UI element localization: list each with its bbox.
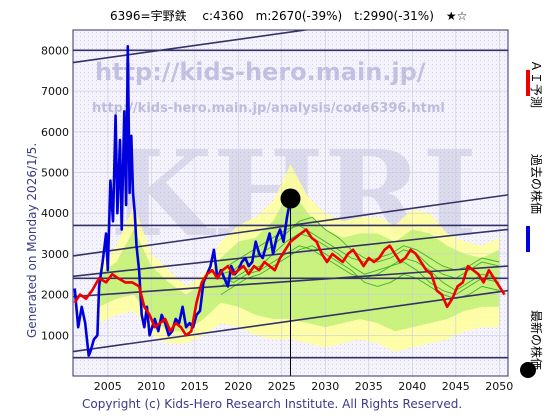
y-tick-label: 7000 [41, 85, 69, 98]
series-ai-forecast [73, 228, 506, 337]
watermark-url: http://kids-hero.main.jp/ [95, 58, 426, 86]
copyright: Copyright (c) Kids-Hero Research Institu… [82, 397, 462, 411]
scenario-line-1 [220, 233, 500, 296]
plot-frame [72, 29, 509, 377]
latest-price-dot [280, 188, 301, 209]
y-tick-label: 6000 [41, 126, 69, 139]
x-tick-label: 2005 [94, 380, 122, 393]
x-tick-label: 2020 [224, 380, 252, 393]
generated-date: Generated on Monday 2026/1/5. [25, 143, 39, 338]
plot-layer [73, 30, 508, 376]
x-tick-label: 2040 [398, 380, 426, 393]
chart-title: 6396=宇野鉄 c:4360 m:2670(-39%) t:2990(-31%… [110, 8, 467, 23]
y-axis: 1000 2000 3000 4000 5000 6000 7000 8000 [41, 44, 69, 342]
watermark-url-analysis: http://kids-hero.main.jp/analysis/code63… [92, 101, 445, 116]
series-past-price [73, 44, 292, 357]
legend-item-past-price: 過去の株価 [526, 154, 544, 252]
forecast-band-outer [99, 164, 500, 352]
x-tick-label: 2010 [137, 380, 165, 393]
legend: ＡＩ予測 過去の株価 最新の株価 [520, 60, 544, 378]
legend-label-ai: ＡＩ予測 [529, 60, 543, 108]
scenario-line-0 [220, 216, 500, 279]
x-axis: 2005 2010 2015 2020 2025 2030 2035 2040 2045 2050 [94, 380, 513, 393]
reference-line-8 [73, 30, 311, 64]
legend-item-latest-price: 最新の株価 [520, 310, 544, 378]
legend-swatch-dot [520, 362, 536, 378]
y-tick-label: 8000 [41, 44, 69, 57]
x-tick-label: 2025 [268, 380, 296, 393]
x-tick-label: 2045 [442, 380, 470, 393]
x-tick-label: 2030 [311, 380, 339, 393]
y-tick-label: 5000 [41, 166, 69, 179]
y-tick-label: 1000 [41, 329, 69, 342]
legend-label-past: 過去の株価 [529, 154, 544, 214]
x-tick-label: 2050 [485, 380, 513, 393]
y-tick-label: 2000 [41, 289, 69, 302]
x-tick-label: 2015 [181, 380, 209, 393]
x-tick-label: 2035 [355, 380, 383, 393]
y-tick-label: 4000 [41, 207, 69, 220]
legend-label-latest: 最新の株価 [529, 310, 544, 370]
legend-item-ai-forecast: ＡＩ予測 [526, 60, 543, 108]
y-tick-label: 3000 [41, 248, 69, 261]
